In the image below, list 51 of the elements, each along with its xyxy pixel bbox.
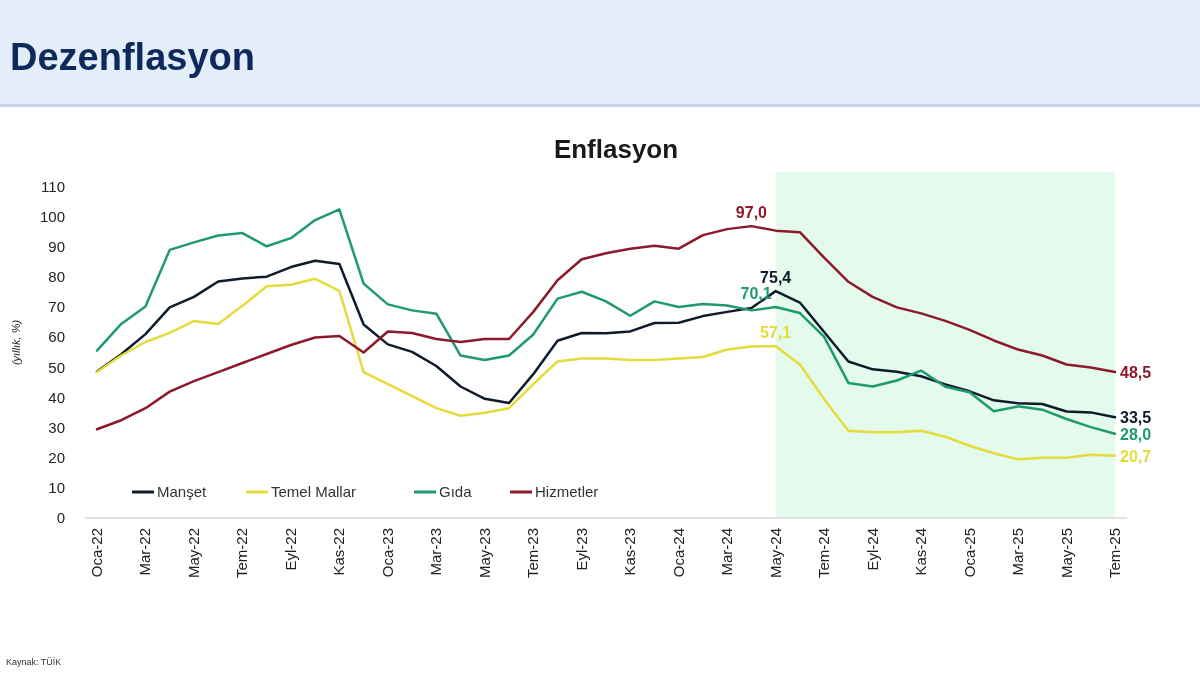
text: Kaynak: TÜİK [6,657,62,667]
line-series [95,259,1117,419]
x-tick-label: Tem-23 [524,528,542,579]
x-tick-label: Mar-24 [718,528,736,576]
x-tick-label: May-22 [184,528,202,579]
x-tick-label: Mar-25 [1009,528,1027,576]
x-tick-label: Oca-25 [960,528,978,578]
data-label: 97,0 [735,204,768,222]
y-tick-label: 110 [41,178,65,195]
legend-label: Temel Mallar [271,483,357,500]
y-tick-label: 50 [48,358,65,376]
x-tick-label: Tem-25 [1106,528,1123,579]
chart-title: Dezenflasyon [10,36,255,78]
y-tick-label: 80 [48,268,65,286]
x-tick-label: Eyl-24 [863,528,881,571]
y-tick-label: 10 [48,478,65,496]
data-label: 75,4 [760,269,792,287]
x-tick-label: Mar-22 [136,528,154,576]
data-label: 57,1 [760,324,792,342]
x-tick-label: Oca-24 [669,528,687,578]
x-tick-label: Eyl-22 [281,528,299,571]
legend-label: Manşet [157,483,208,500]
x-tick-label: Oca-23 [378,528,396,578]
x-tick-label: Kas-24 [912,528,930,576]
y-tick-label: 0 [56,509,65,526]
x-tick-label: Eyl-23 [572,528,590,571]
data-label: 20,7 [1120,447,1152,465]
x-tick-label: May-25 [1057,528,1075,579]
x-tick-label: Kas-22 [330,528,348,576]
y-tick-label: 70 [48,298,65,316]
y-axis-title: (yıllık, %) [10,319,22,366]
data-label: 48,5 [1120,364,1152,382]
y-tick-label: 20 [48,448,65,466]
x-tick-label: Mar-23 [427,528,445,576]
legend-label: Gıda [439,483,473,500]
y-tick-label: 30 [48,418,65,436]
data-label: 28,0 [1120,425,1152,443]
x-tick-label: Oca-22 [88,528,105,578]
x-tick-label: Tem-22 [233,528,251,579]
x-tick-label: May-24 [766,528,784,579]
data-label: 33,5 [1120,409,1152,427]
x-tick-label: May-23 [475,528,493,579]
chart-subtitle: Enflasyon [553,134,679,164]
y-tick-label: 40 [48,388,65,406]
y-tick-label: 90 [48,238,65,256]
x-tick-label: Tem-24 [815,528,833,579]
data-label: 70,1 [740,285,772,303]
y-tick-label: 100 [39,208,65,226]
x-tick-label: Kas-23 [621,528,639,576]
legend-label: Hizmetler [535,483,599,500]
y-tick-label: 60 [48,328,65,346]
